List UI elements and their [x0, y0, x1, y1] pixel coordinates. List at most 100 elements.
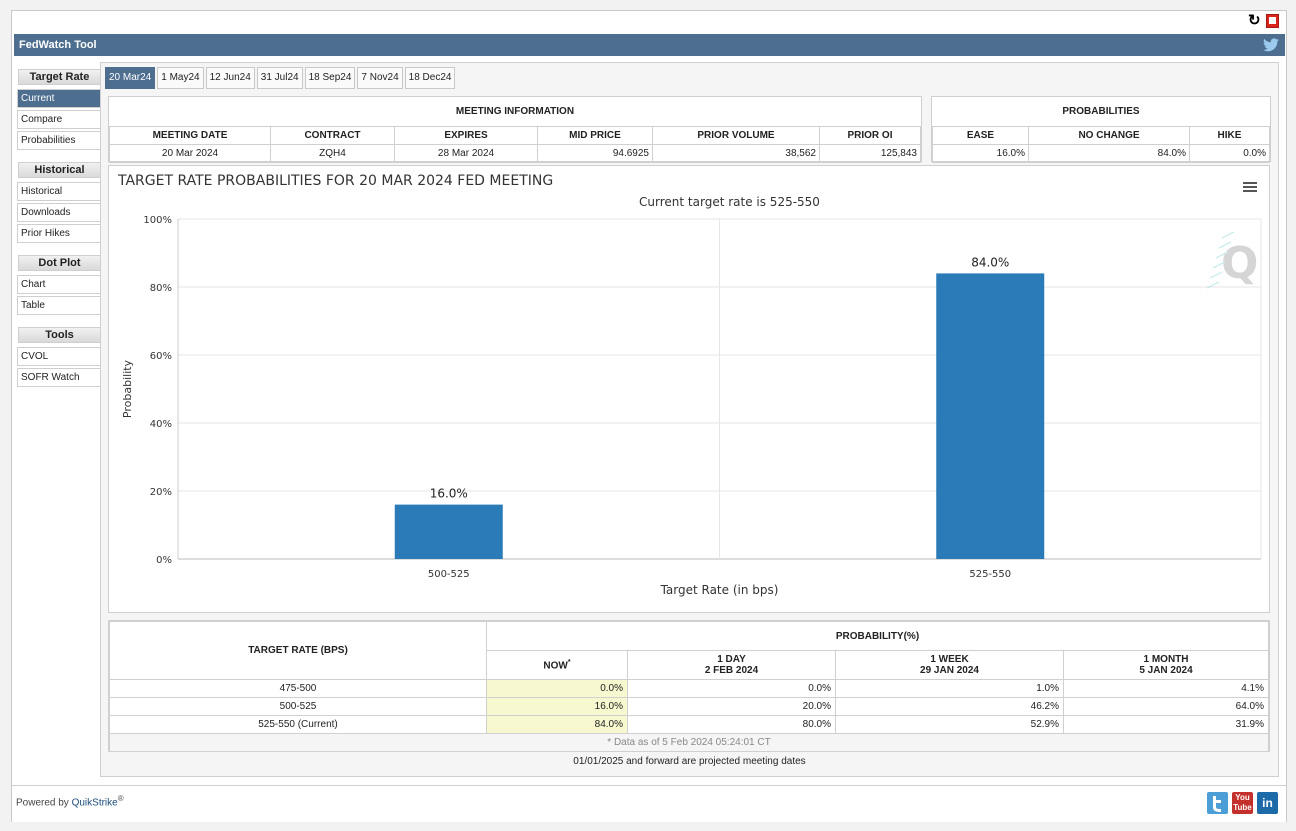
sidebar-item-table[interactable]: Table — [17, 296, 101, 315]
col-mid-price: MID PRICE — [537, 125, 653, 145]
cell-now: 0.0% — [486, 679, 628, 698]
tab-1-may24[interactable]: 1 May24 — [157, 67, 204, 89]
cell-rate: 500-525 — [109, 697, 487, 716]
prior-volume-value: 38,562 — [652, 143, 820, 163]
meeting-information-heading: MEETING INFORMATION — [109, 97, 921, 127]
target-rate-header: TARGET RATE (BPS) — [109, 621, 487, 680]
cell-week: 46.2% — [835, 697, 1064, 716]
tab-31-jul24[interactable]: 31 Jul24 — [256, 67, 303, 89]
tab-20-mar24[interactable]: 20 Mar24 — [105, 67, 156, 89]
col-ease: EASE — [932, 125, 1029, 145]
cell-rate: 525-550 (Current) — [109, 715, 487, 734]
sidebar-item-historical[interactable]: Historical — [17, 182, 101, 201]
sidebar-item-probabilities[interactable]: Probabilities — [17, 131, 101, 150]
hike-value: 0.0% — [1189, 143, 1270, 163]
twitter-icon[interactable] — [1207, 792, 1228, 814]
chart-subtitle: Current target rate is 525-550 — [639, 195, 820, 209]
powered-by: Powered by QuikStrike® — [16, 794, 124, 809]
contract-value: ZQH4 — [270, 143, 395, 163]
col-1-week: 1 WEEK 29 JAN 2024 — [835, 650, 1064, 680]
cell-week: 1.0% — [835, 679, 1064, 698]
probability-history-panel: TARGET RATE (BPS) PROBABILITY(%) NOW* 1 … — [108, 620, 1270, 752]
col-now: NOW* — [486, 650, 628, 680]
table-row: 500-525 16.0% 20.0% 46.2% 64.0% — [109, 697, 1269, 716]
meeting-date-value: 20 Mar 2024 — [109, 143, 271, 163]
projected-dates-note: 01/01/2025 and forward are projected mee… — [573, 756, 806, 767]
bar — [936, 273, 1045, 559]
bar — [394, 504, 503, 559]
col-contract: CONTRACT — [270, 125, 395, 145]
title-bar: FedWatch Tool — [14, 34, 1285, 56]
col-prior-volume: PRIOR VOLUME — [652, 125, 820, 145]
probabilities-panel: PROBABILITIES EASE NO CHANGE HIKE 16.0% … — [931, 96, 1271, 163]
prior-oi-value: 125,843 — [819, 143, 921, 163]
sidebar-item-chart[interactable]: Chart — [17, 275, 101, 294]
linkedin-icon[interactable]: in — [1257, 792, 1278, 814]
ease-value: 16.0% — [932, 143, 1029, 163]
pdf-icon[interactable] — [1266, 14, 1279, 28]
tab-18-sep24[interactable]: 18 Sep24 — [304, 67, 356, 89]
col-hike: HIKE — [1189, 125, 1270, 145]
twitter-bird-icon[interactable] — [1263, 38, 1279, 52]
svg-text:Q: Q — [1221, 238, 1258, 289]
sidebar-heading-dot-plot: Dot Plot — [18, 255, 101, 271]
col-meeting-date: MEETING DATE — [109, 125, 271, 145]
table-row: 475-500 0.0% 0.0% 1.0% 4.1% — [109, 679, 1269, 698]
cell-day: 20.0% — [627, 697, 836, 716]
x-axis-title: Target Rate (in bps) — [660, 583, 779, 597]
quikstrike-link[interactable]: QuikStrike — [71, 797, 118, 809]
sidebar-item-downloads[interactable]: Downloads — [17, 203, 101, 222]
probability-history-table: TARGET RATE (BPS) PROBABILITY(%) NOW* 1 … — [109, 621, 1269, 752]
sidebar-item-cvol[interactable]: CVOL — [17, 347, 101, 366]
y-tick-label: 40% — [150, 419, 172, 430]
probability-group-header: PROBABILITY(%) — [486, 621, 1269, 651]
cell-day: 80.0% — [627, 715, 836, 734]
top-toolbar: ↻ — [12, 11, 1286, 33]
sidebar-item-compare[interactable]: Compare — [17, 110, 101, 129]
sidebar-item-current[interactable]: Current — [17, 89, 101, 108]
expires-value: 28 Mar 2024 — [394, 143, 538, 163]
cell-week: 52.9% — [835, 715, 1064, 734]
y-axis-title: Probability — [121, 359, 134, 418]
probabilities-table: PROBABILITIES EASE NO CHANGE HIKE 16.0% … — [932, 97, 1270, 163]
tab-12-jun24[interactable]: 12 Jun24 — [205, 67, 255, 89]
cell-rate: 475-500 — [109, 679, 487, 698]
sidebar-heading-historical: Historical — [18, 162, 101, 178]
main-content: 20 Mar24 1 May24 12 Jun24 31 Jul24 18 Sep24 7… — [100, 62, 1279, 777]
tab-18-dec24[interactable]: 18 Dec24 — [404, 67, 456, 89]
bar-data-label: 16.0% — [430, 487, 468, 501]
probability-chart: TARGET RATE PROBABILITIES FOR 20 MAR 202… — [117, 173, 1262, 597]
cell-day: 0.0% — [627, 679, 836, 698]
no-change-value: 84.0% — [1028, 143, 1190, 163]
meeting-tabs: 20 Mar24 1 May24 12 Jun24 31 Jul24 18 Sep24 7… — [105, 67, 457, 89]
cell-month: 4.1% — [1063, 679, 1269, 698]
quikstrike-q-logo: Q — [1206, 231, 1258, 289]
y-tick-label: 80% — [150, 283, 172, 294]
tab-7-nov24[interactable]: 7 Nov24 — [357, 67, 403, 89]
meeting-information-panel: MEETING INFORMATION MEETING DATE CONTRAC… — [108, 96, 922, 163]
data-timestamp-note: * Data as of 5 Feb 2024 05:24:01 CT — [109, 733, 1269, 752]
y-tick-label: 60% — [150, 351, 172, 362]
sidebar-item-sofr-watch[interactable]: SOFR Watch — [17, 368, 101, 387]
bar-data-label: 84.0% — [971, 255, 1009, 269]
meeting-information-table: MEETING INFORMATION MEETING DATE CONTRAC… — [109, 97, 921, 163]
refresh-icon[interactable]: ↻ — [1248, 12, 1261, 29]
fedwatch-frame: ↻ FedWatch Tool Target Rate Current Compar… — [11, 10, 1287, 822]
app-title: FedWatch Tool — [19, 39, 97, 51]
cell-month: 64.0% — [1063, 697, 1269, 716]
col-expires: EXPIRES — [394, 125, 538, 145]
y-tick-label: 20% — [150, 487, 172, 498]
sidebar: Target Rate Current Compare Probabilities Hi… — [17, 67, 101, 389]
col-1-day: 1 DAY 2 FEB 2024 — [627, 650, 836, 680]
chart-menu-icon[interactable] — [1243, 182, 1257, 193]
mid-price-value: 94.6925 — [537, 143, 653, 163]
y-tick-label: 0% — [156, 555, 172, 566]
x-tick-label: 500-525 — [428, 569, 470, 580]
footer: Powered by QuikStrike® You Tube in — [12, 785, 1286, 822]
social-links: You Tube in — [1207, 792, 1278, 814]
youtube-icon[interactable]: You Tube — [1232, 792, 1253, 814]
sidebar-item-prior-hikes[interactable]: Prior Hikes — [17, 224, 101, 243]
cell-now: 84.0% — [486, 715, 628, 734]
probability-chart-panel: TARGET RATE PROBABILITIES FOR 20 MAR 202… — [108, 165, 1270, 613]
chart-title: TARGET RATE PROBABILITIES FOR 20 MAR 202… — [117, 173, 553, 189]
